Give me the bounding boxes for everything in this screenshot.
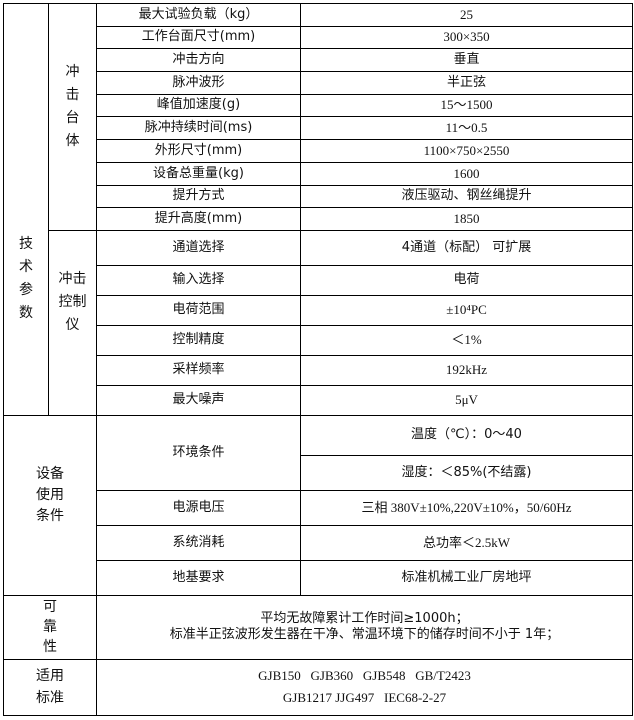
param-label: 冲击方向 [96, 48, 301, 73]
param-label: 提升方式 [96, 184, 301, 209]
section-reliability: 可 靠 性 [3, 594, 97, 660]
param-label: 采样频率 [96, 354, 301, 386]
param-value: 三相 380V±10%,220V±10%，50/60Hz [300, 489, 633, 526]
param-label: 电源电压 [96, 489, 301, 526]
param-label: 峰值加速度(g) [96, 93, 301, 118]
param-value: 4通道（标配） 可扩展 [300, 229, 633, 266]
param-label: 环境条件 [96, 414, 301, 491]
reliability-text: 平均无故障累计工作时间≥1000h； 标准半正弦波形发生器在干净、常温环境下的储… [96, 594, 633, 660]
param-value: 300×350 [300, 25, 633, 50]
section-standards: 适用 标准 [3, 658, 97, 716]
param-value: 垂直 [300, 48, 633, 73]
standards-line: GJB150 GJB360 GJB548 GB/T2423 [258, 668, 471, 684]
param-value: 电荷 [300, 264, 633, 296]
param-label: 设备总重量(kg) [96, 161, 301, 186]
param-value: 1100×750×2550 [300, 139, 633, 163]
param-value: ＜1% [300, 324, 633, 356]
param-label: 最大试验负载（kg） [96, 3, 301, 27]
param-label: 通道选择 [96, 229, 301, 266]
param-label: 外形尺寸(mm) [96, 139, 301, 163]
param-value: 液压驱动、钢丝绳提升 [300, 184, 633, 209]
param-label: 工作台面尺寸(mm) [96, 25, 301, 50]
reliability-line: 平均无故障累计工作时间≥1000h； [260, 611, 469, 627]
param-label: 最大噪声 [96, 384, 301, 416]
param-value: 湿度：＜85%(不结露) [300, 454, 633, 491]
param-label: 地基要求 [96, 559, 301, 596]
section-shock-table: 冲 击 台 体 [48, 3, 97, 231]
param-value: 1600 [300, 161, 633, 186]
spec-table: 技 术 参 数 冲 击 台 体 最大试验负载（kg） 25 工作台面尺寸(mm)… [3, 3, 633, 716]
param-value: 5μV [300, 384, 633, 416]
param-label: 系统消耗 [96, 524, 301, 561]
param-value: 192kHz [300, 354, 633, 386]
param-value: 11～0.5 [300, 116, 633, 141]
section-shock-controller: 冲击 控制 仪 [48, 229, 97, 416]
section-usage-conditions: 设备 使用 条件 [3, 414, 97, 596]
param-value: ±10⁴PC [300, 294, 633, 326]
standards-text: GJB150 GJB360 GJB548 GB/T2423 GJB1217 JJ… [96, 658, 633, 716]
param-value: 标准机械工业厂房地坪 [300, 559, 633, 596]
param-label: 脉冲波形 [96, 71, 301, 95]
param-label: 提升高度(mm) [96, 207, 301, 231]
param-label: 脉冲持续时间(ms) [96, 116, 301, 141]
param-value: 半正弦 [300, 71, 633, 95]
param-value: 温度（℃）：0～40 [300, 414, 633, 456]
standards-line: GJB1217 JJG497 IEC68-2-27 [282, 690, 447, 706]
section-tech-params: 技 术 参 数 [3, 3, 49, 416]
param-value: 15～1500 [300, 93, 633, 118]
reliability-line: 标准半正弦波形发生器在干净、常温环境下的储存时间不小于 1年； [169, 627, 560, 643]
table-row: 技 术 参 数 冲 击 台 体 最大试验负载（kg） 25 [3, 3, 633, 416]
param-label: 控制精度 [96, 324, 301, 356]
param-label: 输入选择 [96, 264, 301, 296]
param-value: 1850 [300, 207, 633, 231]
param-label: 电荷范围 [96, 294, 301, 326]
param-value: 25 [300, 3, 633, 27]
param-value: 总功率＜2.5kW [300, 524, 633, 561]
